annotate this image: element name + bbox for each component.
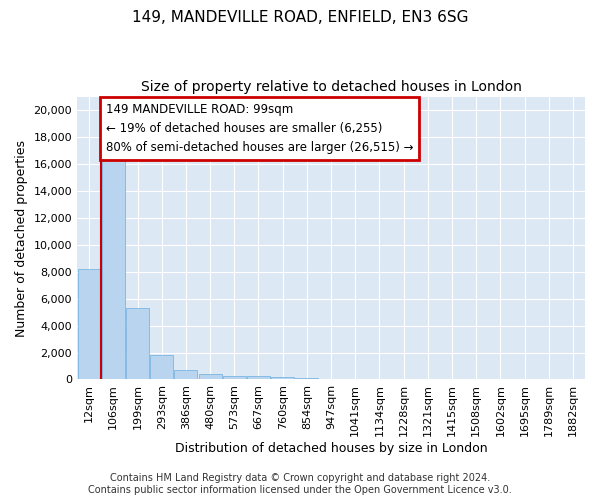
Bar bbox=[77, 269, 101, 380]
Bar bbox=[271, 377, 294, 380]
Bar bbox=[126, 308, 149, 380]
Text: Contains HM Land Registry data © Crown copyright and database right 2024.
Contai: Contains HM Land Registry data © Crown c… bbox=[88, 474, 512, 495]
Bar bbox=[175, 370, 197, 380]
Bar bbox=[150, 354, 173, 380]
X-axis label: Distribution of detached houses by size in London: Distribution of detached houses by size … bbox=[175, 442, 487, 455]
Bar bbox=[199, 374, 221, 380]
Y-axis label: Number of detached properties: Number of detached properties bbox=[15, 140, 28, 336]
Bar bbox=[102, 156, 125, 380]
Bar bbox=[247, 376, 270, 380]
Bar bbox=[295, 378, 319, 380]
Text: 149, MANDEVILLE ROAD, ENFIELD, EN3 6SG: 149, MANDEVILLE ROAD, ENFIELD, EN3 6SG bbox=[132, 10, 468, 25]
Bar bbox=[223, 376, 246, 380]
Text: 149 MANDEVILLE ROAD: 99sqm
← 19% of detached houses are smaller (6,255)
80% of s: 149 MANDEVILLE ROAD: 99sqm ← 19% of deta… bbox=[106, 104, 413, 154]
Title: Size of property relative to detached houses in London: Size of property relative to detached ho… bbox=[140, 80, 521, 94]
